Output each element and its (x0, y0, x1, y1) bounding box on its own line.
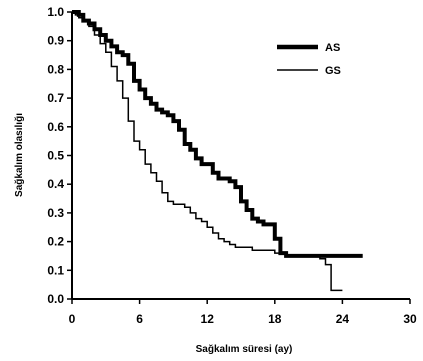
legend-label-as: AS (325, 42, 340, 54)
y-tick-label: 0.1 (47, 263, 64, 277)
y-tick-label: 0.3 (47, 206, 64, 220)
y-tick-label: 1.0 (47, 5, 64, 19)
y-tick-label: 0.8 (47, 62, 64, 76)
y-tick-label: 0.0 (47, 292, 64, 306)
x-tick-label: 24 (336, 312, 350, 326)
y-tick-label: 0.7 (47, 91, 64, 105)
x-tick-label: 12 (201, 312, 215, 326)
legend: AS GS (277, 42, 341, 77)
y-axis-title: Sağkalım olasılığı (14, 113, 25, 197)
x-tick-label: 30 (403, 312, 417, 326)
series-line-gs (72, 11, 343, 292)
plot-lines (72, 10, 363, 292)
y-tick-label: 0.4 (47, 177, 64, 191)
x-tick-label: 6 (136, 312, 143, 326)
y-tick-label: 0.6 (47, 120, 64, 134)
legend-label-gs: GS (325, 65, 341, 77)
x-axis-title: Sağkalım süresi (ay) (196, 344, 293, 355)
y-tick-label: 0.2 (47, 235, 64, 249)
x-ticks: 0 6 12 18 24 30 (69, 299, 417, 326)
series-line-as (72, 10, 363, 258)
y-tick-label: 0.9 (47, 34, 64, 48)
y-ticks: 0.0 0.1 0.2 0.3 0.4 0.5 0.6 0.7 0.8 0.9 1.0 (47, 5, 72, 306)
x-tick-label: 18 (268, 312, 282, 326)
y-tick-label: 0.5 (47, 149, 64, 163)
x-tick-label: 0 (69, 312, 76, 326)
